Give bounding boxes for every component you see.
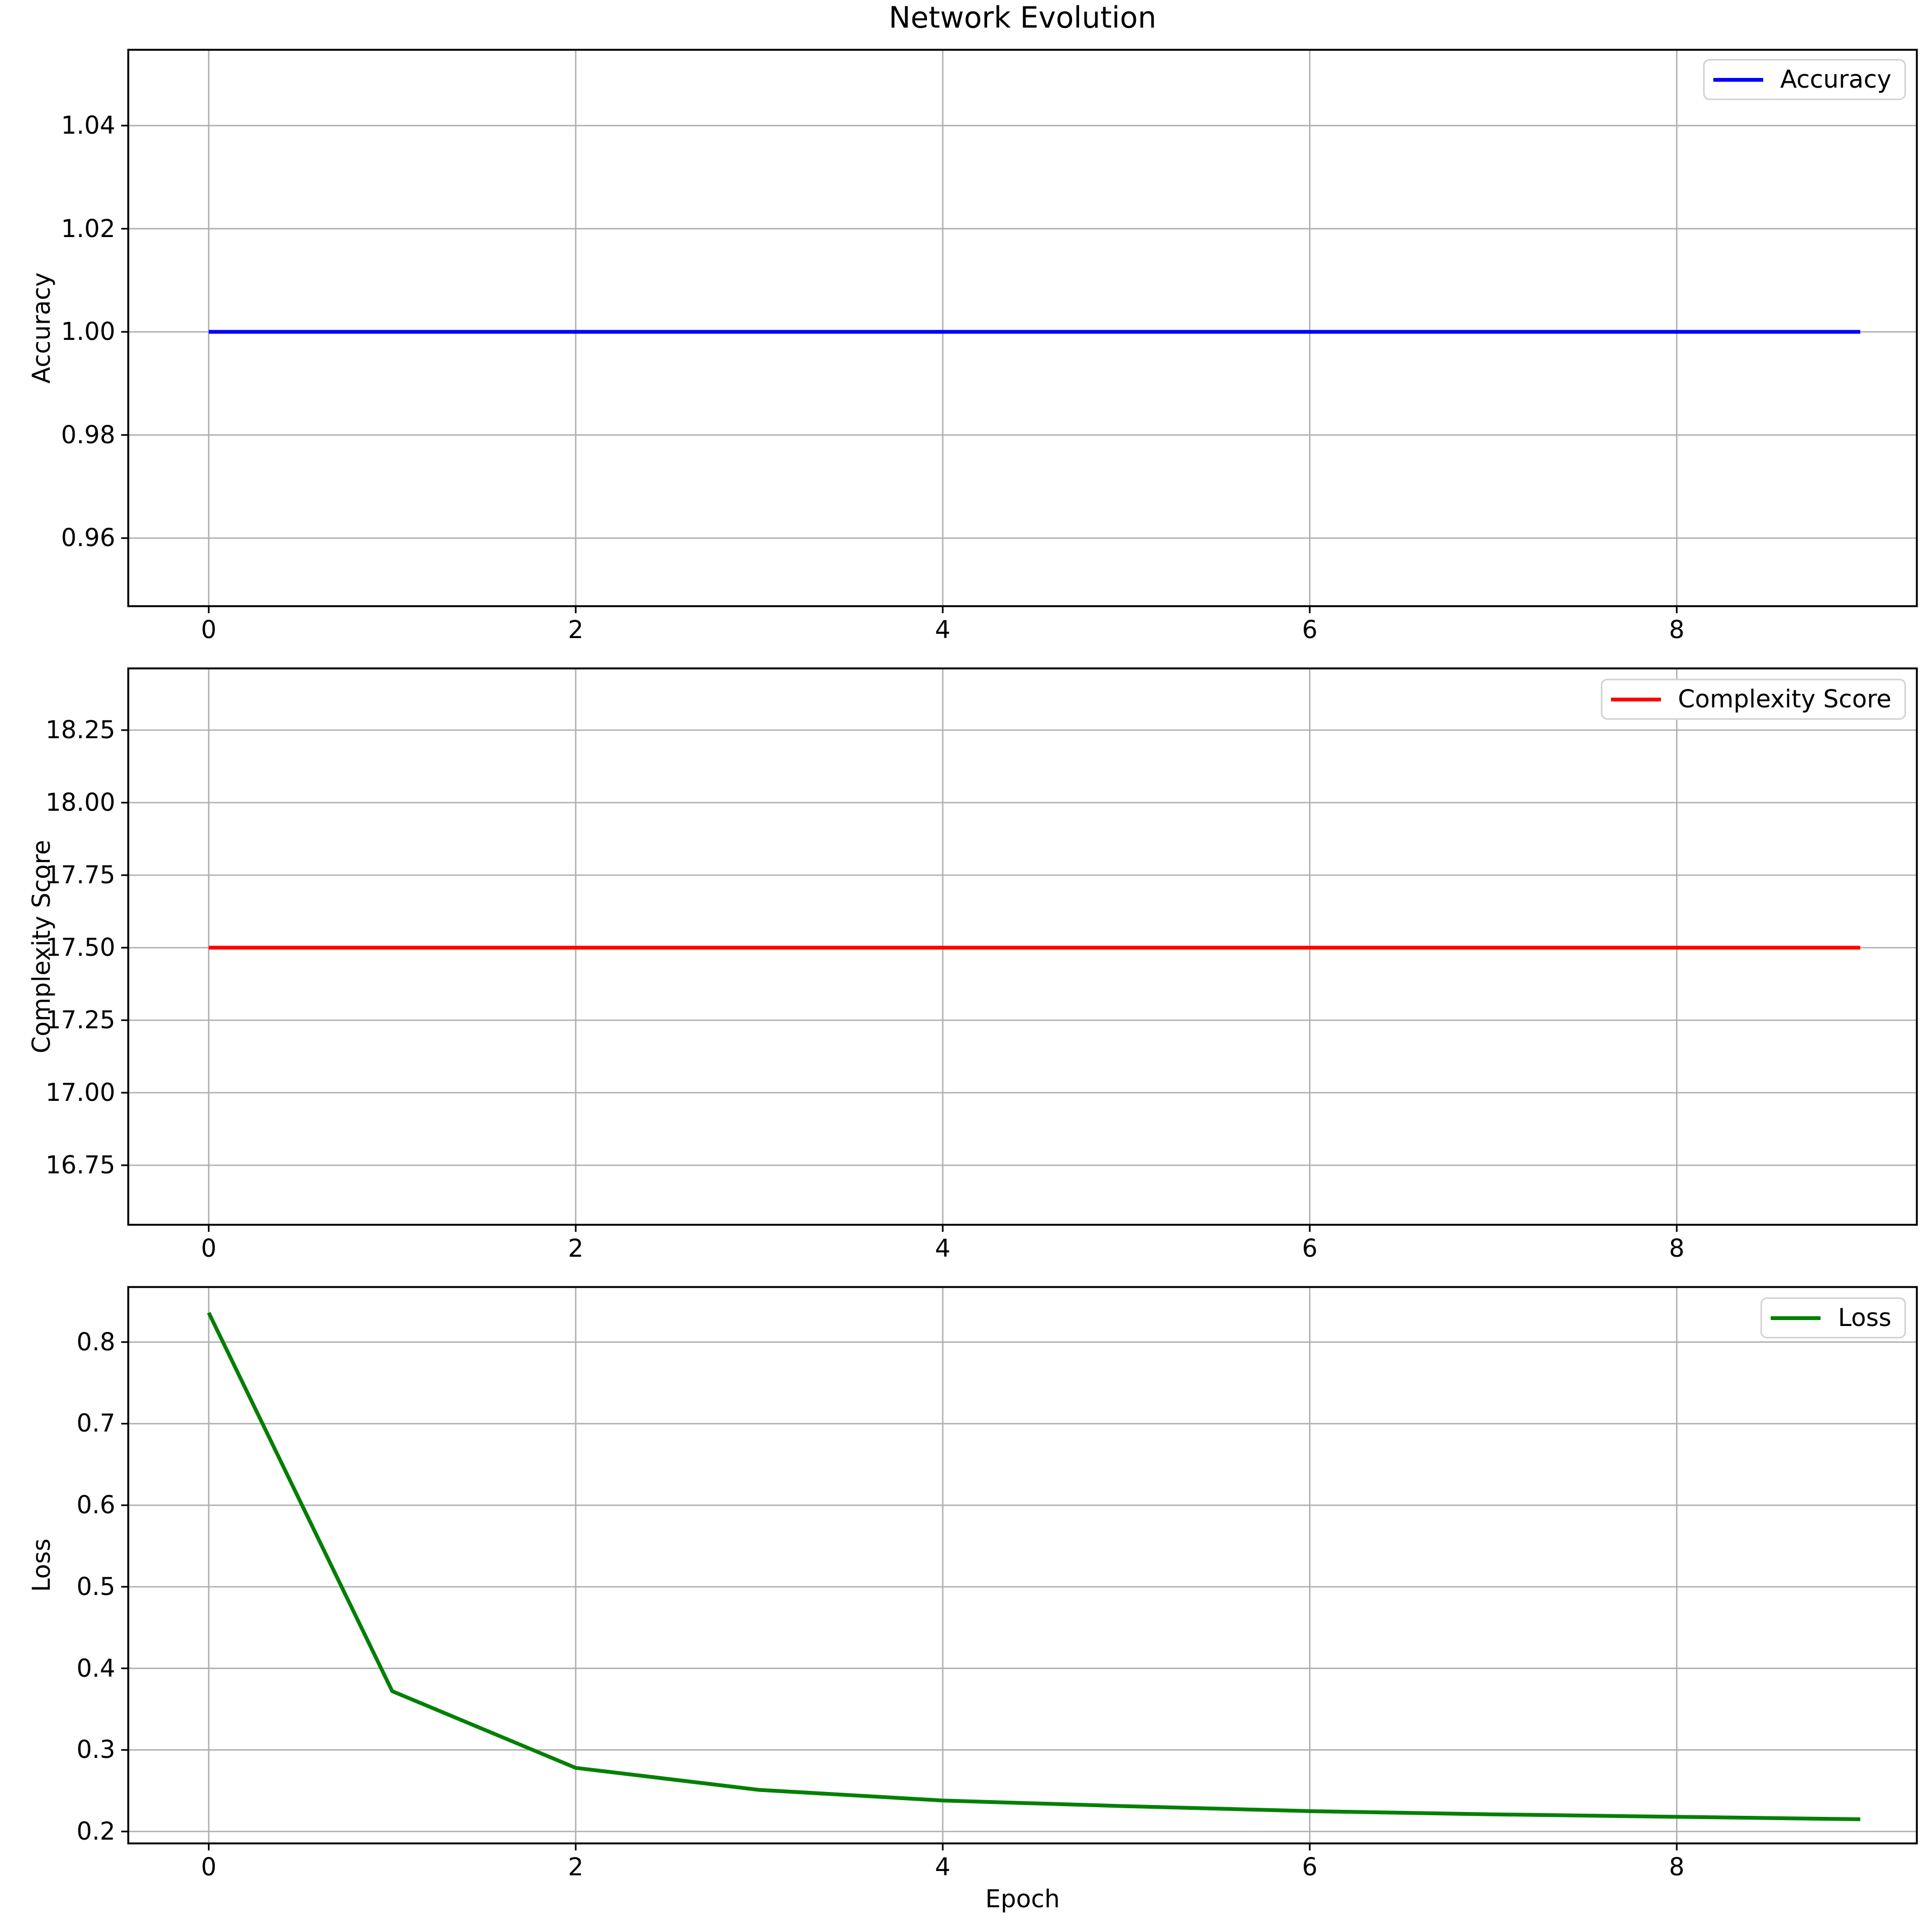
x-tick-label: 6 [1302, 615, 1318, 644]
x-axis-label-epoch: Epoch [985, 1885, 1060, 1913]
y-tick-label: 0.4 [76, 1653, 115, 1683]
x-tick-label: 0 [201, 1234, 216, 1263]
y-tick-label: 0.2 [76, 1816, 115, 1846]
legend-label-accuracy: Accuracy [1780, 65, 1891, 94]
y-tick-label: 0.6 [76, 1491, 115, 1520]
y-tick-label: 0.96 [61, 523, 115, 553]
x-tick-label: 2 [568, 1234, 584, 1263]
y-tick-label: 18.00 [45, 788, 115, 817]
x-tick-label: 6 [1302, 1234, 1318, 1263]
y-tick-label: 0.3 [76, 1735, 115, 1764]
legend-line-sample-accuracy [1713, 77, 1763, 82]
y-tick-label: 0.98 [61, 420, 115, 449]
y-tick-label: 0.5 [76, 1572, 115, 1601]
x-tick-label: 8 [1668, 1234, 1685, 1263]
y-tick-label: 1.02 [61, 214, 115, 243]
plot-border [127, 49, 1918, 607]
legend-loss: Loss [1760, 1297, 1906, 1338]
x-tick-label: 2 [568, 1853, 584, 1881]
y-tick-label: 18.25 [45, 715, 115, 744]
x-tick-label: 4 [935, 1853, 951, 1881]
x-tick-label: 4 [935, 615, 951, 644]
y-tick-label: 17.75 [45, 861, 115, 889]
x-tick-label: 2 [568, 615, 584, 644]
data-line-loss [207, 1311, 1861, 1821]
legend-label-complexity-score: Complexity Score [1678, 685, 1892, 713]
x-tick-label: 8 [1668, 1853, 1685, 1881]
y-tick-label: 16.75 [45, 1151, 115, 1179]
legend-accuracy: Accuracy [1703, 59, 1906, 100]
y-tick-label: 17.25 [45, 1006, 115, 1034]
legend-label-loss: Loss [1838, 1303, 1891, 1332]
x-tick-label: 0 [201, 1853, 216, 1881]
y-tick-label: 17.00 [45, 1078, 115, 1107]
x-tick-label: 6 [1302, 1853, 1318, 1881]
figure-title: Network Evolution [889, 1, 1156, 35]
plot-border [127, 1286, 1918, 1844]
x-tick-label: 4 [935, 1234, 951, 1263]
plot-border [127, 667, 1918, 1226]
x-tick-label: 0 [201, 615, 216, 644]
x-tick-label: 8 [1668, 615, 1685, 644]
legend-complexity-score: Complexity Score [1600, 679, 1906, 720]
y-tick-label: 1.04 [61, 111, 115, 140]
y-tick-label: 17.50 [45, 933, 115, 962]
legend-line-sample-loss [1771, 1316, 1821, 1320]
y-tick-label: 1.00 [61, 317, 115, 346]
legend-line-sample-complexity-score [1611, 697, 1661, 701]
y-tick-label: 0.7 [76, 1409, 115, 1438]
y-tick-label: 0.8 [76, 1327, 115, 1356]
